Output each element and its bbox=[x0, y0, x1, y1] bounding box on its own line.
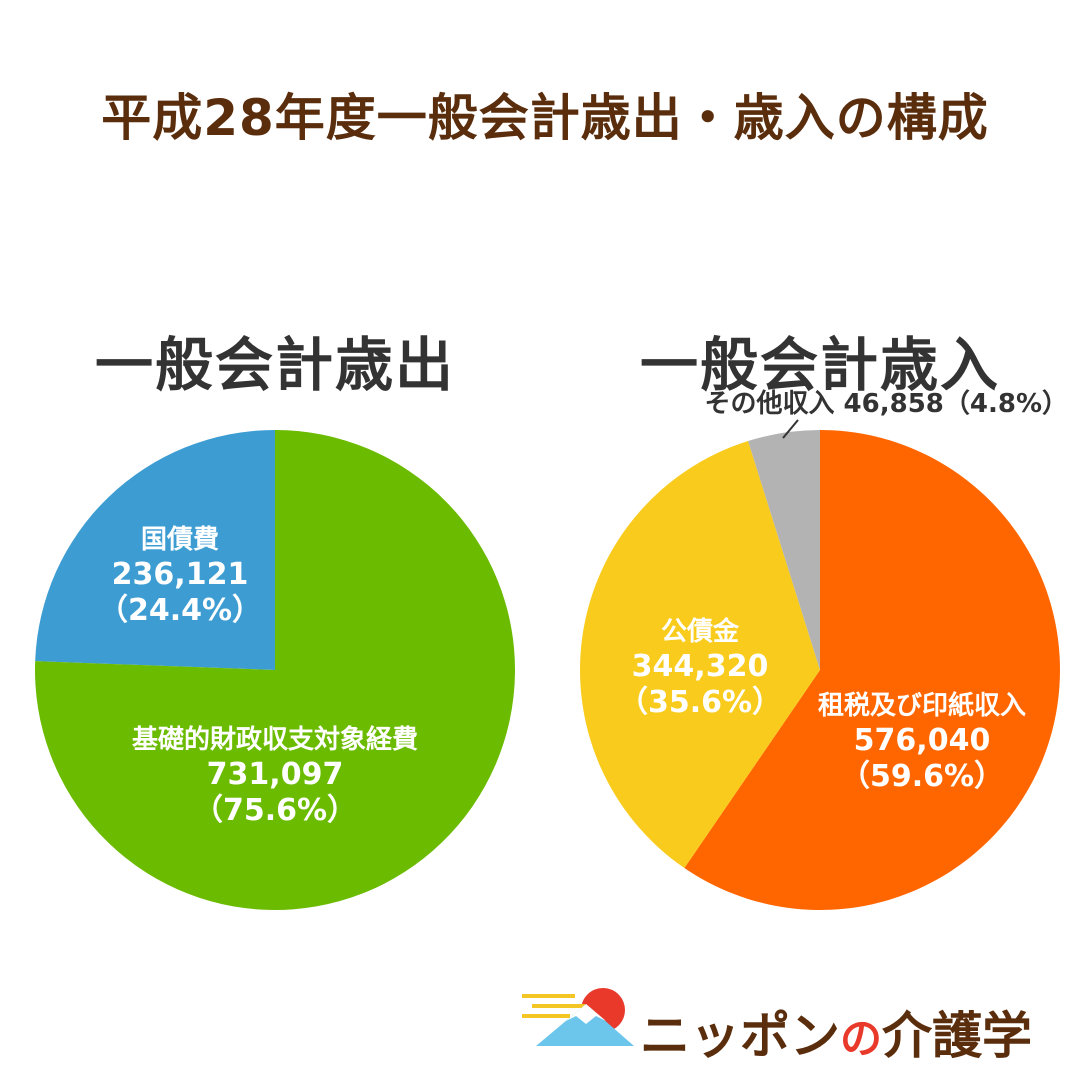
slice-label-1-0-2: （59.6%） bbox=[840, 759, 1004, 794]
revenue-chart-title: 一般会計歳入 bbox=[639, 331, 1000, 399]
slice-label-0-0-2: （24.4%） bbox=[98, 593, 262, 628]
pie-slice-1-1 bbox=[580, 441, 820, 869]
pie-slice-0-0 bbox=[35, 430, 275, 670]
slice-label-1-1-1: 344,320 bbox=[632, 649, 769, 684]
slice-label-1-0-0: 租税及び印紙収入 bbox=[818, 690, 1026, 721]
callout-leader-line bbox=[782, 419, 799, 439]
slice-label-1-0-1: 576,040 bbox=[854, 723, 991, 758]
logo-icon bbox=[522, 988, 634, 1046]
slice-label-1-1-0: 公債金 bbox=[661, 616, 740, 647]
pie-slice-1-2 bbox=[748, 430, 820, 670]
slice-label-0-0-1: 236,121 bbox=[112, 557, 249, 592]
logo-word: ニッポン bbox=[640, 1007, 840, 1065]
logo-text: ニッポンの介護学 bbox=[640, 996, 1032, 1068]
expenditure-chart-title: 一般会計歳出 bbox=[94, 331, 455, 399]
slice-label-1-1-2: （35.6%） bbox=[618, 685, 782, 720]
slice-label-0-1-2: （75.6%） bbox=[193, 793, 357, 828]
slice-label-0-1-0: 基礎的財政収支対象経費 bbox=[132, 724, 418, 755]
callout-label-other-income: その他収入 46,858（4.8%） bbox=[705, 389, 1069, 419]
logo-particle: の bbox=[840, 1014, 883, 1063]
slice-label-0-1-1: 731,097 bbox=[207, 757, 344, 792]
logo-suffix: 介護学 bbox=[882, 1007, 1033, 1065]
page-title: 平成28年度一般会計歳出・歳入の構成 bbox=[101, 89, 989, 147]
slice-label-0-0-0: 国債費 bbox=[141, 525, 219, 555]
pie-slice-1-0 bbox=[684, 430, 1060, 910]
pie-slice-0-1 bbox=[35, 430, 515, 910]
